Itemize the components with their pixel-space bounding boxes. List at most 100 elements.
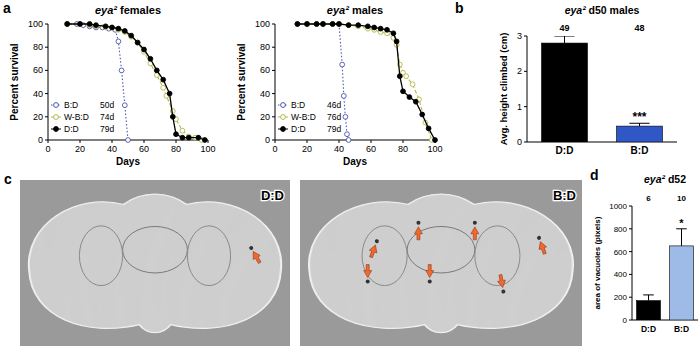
survival-point xyxy=(321,22,326,27)
vacuole xyxy=(428,280,432,284)
survival-point xyxy=(129,33,134,38)
y-tick-label: 80 xyxy=(33,42,43,52)
arrow-head xyxy=(426,265,434,278)
x-tick xyxy=(80,140,81,143)
y-tick xyxy=(45,93,48,94)
y-tick-label: 60 xyxy=(33,65,43,75)
image-label: B:D xyxy=(553,188,576,203)
error-bar xyxy=(676,229,687,246)
survival-point xyxy=(394,39,399,44)
y-tick-label: 2 xyxy=(517,66,522,76)
survival-point xyxy=(337,22,342,27)
bar xyxy=(542,43,588,142)
legend-median: 76d xyxy=(327,112,341,122)
legend-label: B:D xyxy=(291,100,305,110)
title-rest: females xyxy=(117,4,161,16)
survival-point xyxy=(295,22,300,27)
x-tick-label: 40 xyxy=(334,144,344,154)
significance: * xyxy=(679,217,684,229)
structure xyxy=(407,226,475,272)
y-tick xyxy=(524,106,527,107)
vacuole xyxy=(416,221,420,225)
y-tick xyxy=(629,274,632,275)
survival-point xyxy=(433,138,438,143)
y-tick xyxy=(524,71,527,72)
x-tick-label: 80 xyxy=(171,144,181,154)
arrow xyxy=(426,265,434,284)
survival-point xyxy=(180,128,185,133)
survival-point xyxy=(161,85,166,90)
error-cap xyxy=(643,294,654,295)
survival-point xyxy=(87,22,92,27)
bar xyxy=(637,301,661,320)
y-axis-label: Percent survival xyxy=(236,43,247,120)
y-tick-label: 0 xyxy=(38,135,43,145)
x-tick-label: 20 xyxy=(302,144,312,154)
y-tick xyxy=(272,47,275,48)
survival-point xyxy=(397,74,402,79)
plot-area xyxy=(542,36,663,142)
survival-point xyxy=(321,22,326,27)
bar xyxy=(617,126,663,142)
x-tick xyxy=(403,140,404,143)
survival-point xyxy=(170,114,175,119)
y-axis-label: Percent survival xyxy=(9,43,20,120)
survival-point xyxy=(385,27,390,32)
significance: *** xyxy=(632,110,646,124)
legend-median: 79d xyxy=(100,124,114,134)
y-tick-label: 800 xyxy=(614,225,628,234)
survival-point xyxy=(404,74,409,79)
y-tick-label: 1 xyxy=(517,102,522,112)
y-tick-label: 0 xyxy=(517,137,522,147)
image-background xyxy=(20,180,290,346)
structure xyxy=(475,226,520,286)
n-label: 48 xyxy=(634,23,644,33)
y-tick xyxy=(629,320,632,321)
y-tick-label: 0 xyxy=(623,316,628,325)
vacuole xyxy=(248,245,253,250)
survival-point xyxy=(346,138,351,143)
legend-median: 46d xyxy=(327,100,341,110)
arrow xyxy=(364,265,372,284)
survival-line xyxy=(67,24,201,140)
y-tick xyxy=(272,140,275,141)
arrow xyxy=(496,274,507,294)
survival-point xyxy=(65,22,70,27)
tissue xyxy=(29,194,281,333)
legend-median: 74d xyxy=(100,112,114,122)
survival-point xyxy=(110,25,115,30)
y-axis xyxy=(48,24,49,140)
image-background xyxy=(300,180,582,346)
panel-label: b xyxy=(455,0,464,16)
y-axis xyxy=(632,206,633,320)
arrow-head xyxy=(471,227,479,240)
x-tick-label: 80 xyxy=(398,144,408,154)
error-stem xyxy=(648,295,649,301)
survival-point xyxy=(346,23,351,28)
y-tick-label: 0 xyxy=(265,135,270,145)
survival-point xyxy=(196,135,201,140)
y-tick xyxy=(45,140,48,141)
survival-point xyxy=(116,26,121,31)
survival-point xyxy=(161,77,166,82)
chart-title: eya² females xyxy=(95,4,161,16)
survival-point xyxy=(314,22,319,27)
tissue xyxy=(309,194,573,333)
survival-point xyxy=(330,22,335,27)
structure xyxy=(187,226,230,286)
legend: B:D50dW-B:D74dD:D79d xyxy=(51,100,114,134)
arrow-head xyxy=(496,274,506,288)
plot-area xyxy=(637,229,694,320)
y-tick-label: 3 xyxy=(517,31,522,41)
y-tick xyxy=(524,36,527,37)
survival-point xyxy=(314,22,319,27)
y-tick-label: 40 xyxy=(260,89,270,99)
x-tick xyxy=(112,140,113,143)
vacuole xyxy=(501,289,506,294)
x-tick-label: 100 xyxy=(427,144,442,154)
x-axis xyxy=(275,140,435,141)
bar xyxy=(670,246,694,320)
survival-point xyxy=(330,22,335,27)
y-tick-label: 40 xyxy=(33,89,43,99)
x-tick-label: B:D xyxy=(674,324,689,334)
